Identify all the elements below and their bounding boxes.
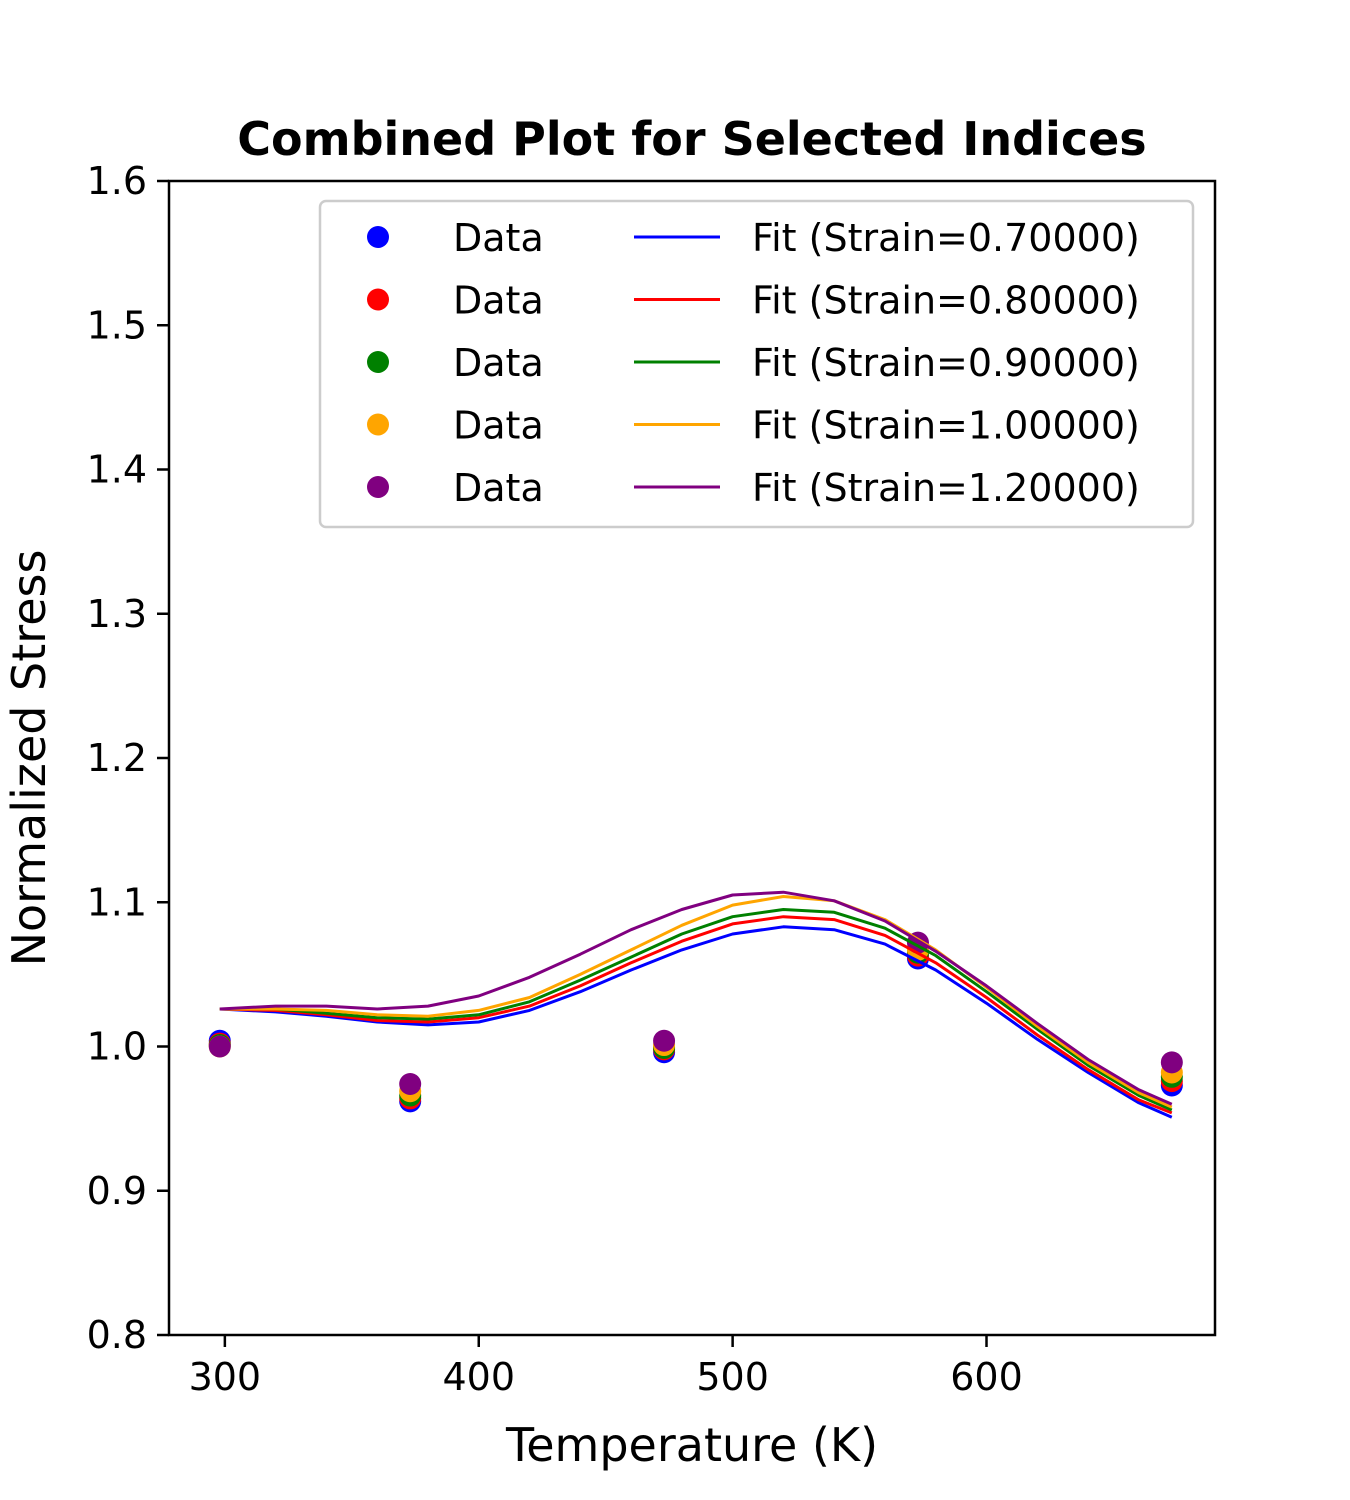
x-tick-label: 600 [950, 1355, 1023, 1399]
y-tick-label: 1.2 [87, 736, 147, 780]
legend-data-label: Data [453, 341, 544, 385]
fit-line-series-4 [219, 895, 1173, 1109]
y-axis: 0.8 0.9 1.0 1.1 1.2 1.3 1.4 1.5 1.6 [87, 159, 169, 1357]
y-tick-label: 0.9 [87, 1169, 147, 1213]
x-tick-label: 500 [696, 1355, 769, 1399]
fit-line-series-3 [219, 908, 1173, 1112]
y-tick-label: 1.4 [87, 448, 147, 492]
legend-marker-series-4 [367, 413, 389, 436]
data-point-series-5 [1160, 1051, 1183, 1074]
y-tick-label: 1.5 [87, 303, 147, 347]
data-point-series-5 [399, 1073, 422, 1096]
legend-frame [318, 199, 1195, 529]
y-tick-label: 1.0 [87, 1025, 147, 1069]
legend-fit-label: Fit (Strain=0.90000) [752, 341, 1140, 385]
legend-data-label: Data [453, 466, 544, 510]
data-point-series-5 [653, 1029, 676, 1052]
legend-marker-series-1 [367, 226, 389, 248]
x-axis: 300 400 500 600 [189, 1335, 1023, 1399]
legend-data-label: Data [453, 216, 544, 260]
legend-data-label: Data [453, 404, 544, 448]
fit-line-series-1 [219, 925, 1173, 1119]
chart-title: Combined Plot for Selected Indices [237, 112, 1146, 166]
legend-fit-label: Fit (Strain=0.80000) [752, 279, 1140, 323]
plot-area [208, 890, 1183, 1119]
x-tick-label: 400 [442, 1355, 515, 1399]
y-axis-label: Normalized Stress [2, 550, 56, 967]
legend-fit-label: Fit (Strain=0.70000) [752, 216, 1140, 260]
legend-fit-label: Fit (Strain=1.20000) [752, 466, 1140, 510]
y-tick-label: 1.3 [87, 592, 147, 636]
fit-line-series-2 [219, 915, 1173, 1115]
legend-marker-series-3 [367, 351, 389, 373]
legend: Data Fit (Strain=0.70000) Data Fit (Strain=… [318, 199, 1195, 529]
fit-line-series-5 [219, 890, 1173, 1106]
data-point-series-5 [208, 1035, 231, 1058]
legend-marker-series-2 [367, 288, 389, 311]
y-tick-label: 1.6 [87, 159, 147, 203]
legend-data-label: Data [453, 279, 544, 323]
legend-fit-label: Fit (Strain=1.00000) [752, 404, 1140, 448]
y-tick-label: 1.1 [87, 880, 147, 924]
x-tick-label: 300 [189, 1355, 262, 1399]
y-tick-label: 0.8 [87, 1313, 147, 1357]
x-axis-label: Temperature (K) [505, 1418, 878, 1472]
legend-marker-series-5 [367, 476, 389, 498]
